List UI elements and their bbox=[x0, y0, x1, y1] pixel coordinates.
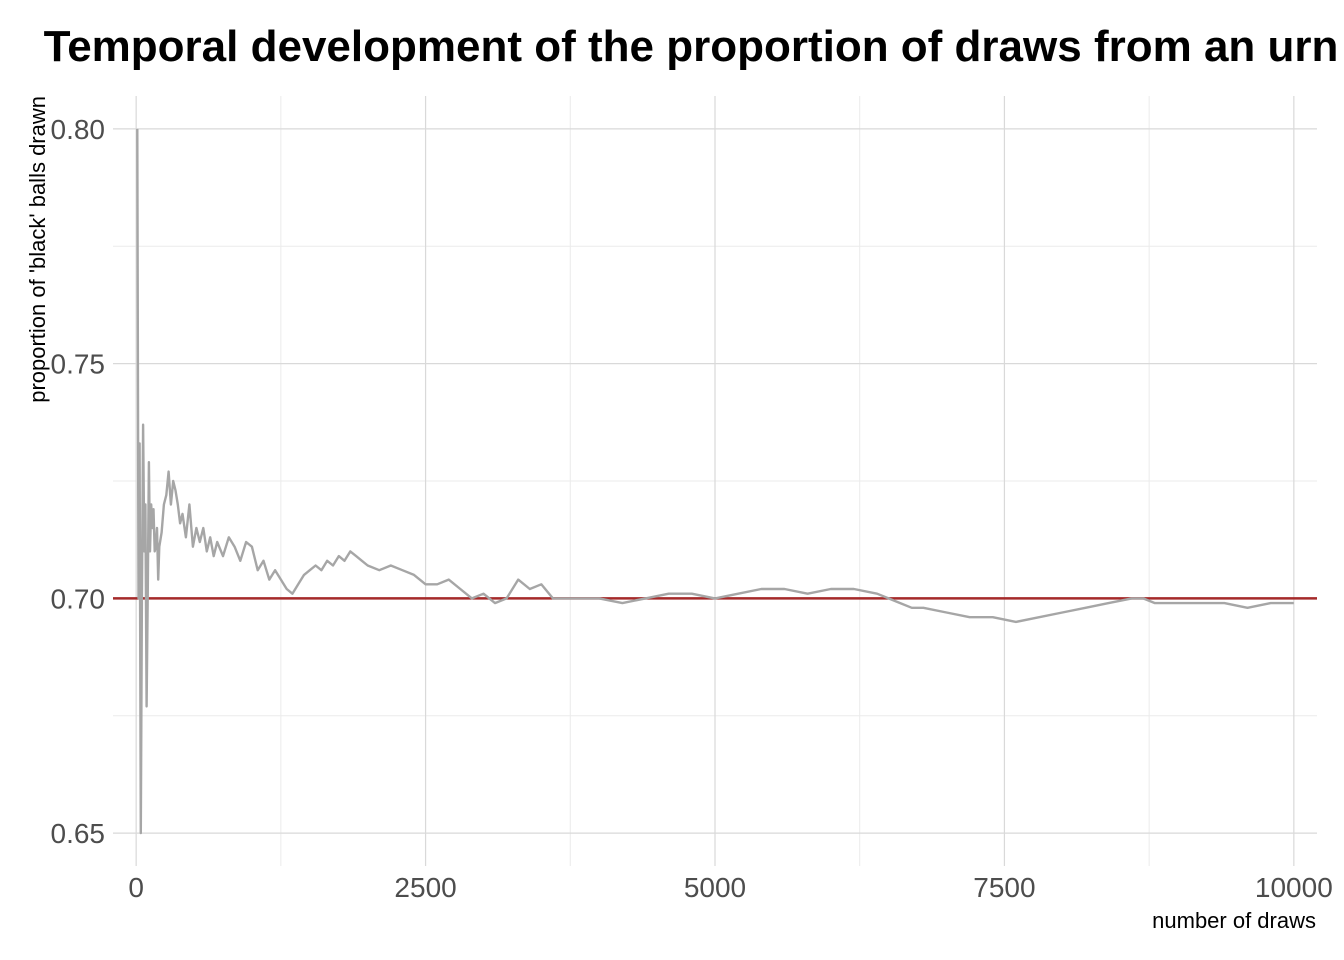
y-axis-label: proportion of 'black' balls drawn bbox=[25, 96, 50, 403]
chart-title: Temporal development of the proportion o… bbox=[44, 22, 1339, 71]
y-tick-label: 0.65 bbox=[51, 818, 106, 849]
x-tick-label: 10000 bbox=[1255, 872, 1333, 903]
y-tick-label: 0.80 bbox=[51, 114, 106, 145]
x-tick-label: 2500 bbox=[394, 872, 456, 903]
grid bbox=[113, 96, 1317, 866]
series-line bbox=[136, 128, 1294, 835]
x-axis-label: number of draws bbox=[1152, 908, 1316, 933]
x-tick-labels: 0 2500 5000 7500 10000 bbox=[128, 872, 1332, 903]
y-tick-labels: 0.65 0.70 0.75 0.80 bbox=[51, 114, 106, 849]
x-tick-label: 7500 bbox=[973, 872, 1035, 903]
series-group bbox=[136, 128, 1294, 835]
y-tick-label: 0.75 bbox=[51, 349, 106, 380]
x-tick-label: 0 bbox=[128, 872, 144, 903]
y-tick-label: 0.70 bbox=[51, 583, 106, 614]
x-tick-label: 5000 bbox=[684, 872, 746, 903]
